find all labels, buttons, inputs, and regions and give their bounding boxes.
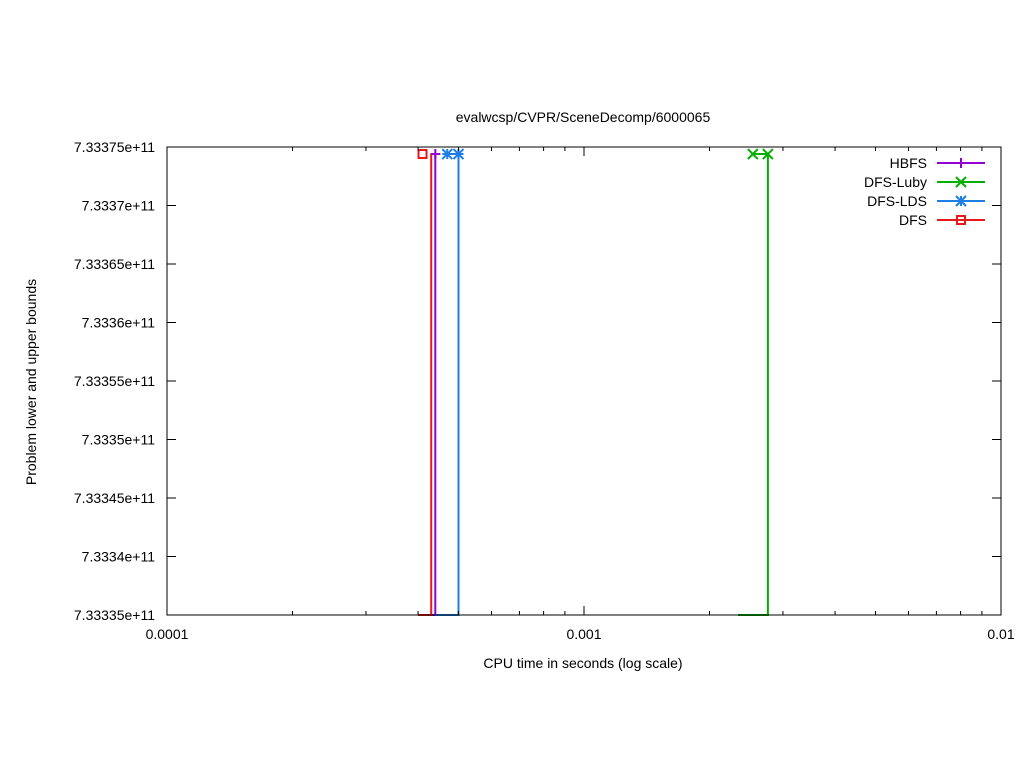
series-line [738, 154, 769, 616]
legend-entry: DFS-LDS [867, 193, 985, 209]
data-point-stroke [762, 148, 774, 160]
y-axis-label: Problem lower and upper bounds [23, 279, 39, 485]
data-point [417, 149, 428, 160]
series-line [435, 154, 460, 616]
series-dfs-lds [435, 148, 465, 616]
y-tick-label: 7.33365e+11 [74, 256, 155, 272]
x-tick-label: 0.001 [566, 626, 601, 642]
legend-marker-stroke [956, 215, 966, 225]
legend-entry: DFS-Luby [864, 174, 985, 190]
y-tick-label: 7.3334e+11 [82, 549, 156, 565]
series-dfs-luby [738, 148, 774, 616]
y-tick-label: 7.33335e+11 [74, 607, 155, 623]
y-tick-label: 7.3335e+11 [82, 432, 156, 448]
chart-title: evalwcsp/CVPR/SceneDecomp/6000065 [456, 109, 711, 125]
legend-marker [955, 195, 967, 207]
y-tick-label: 7.33355e+11 [74, 373, 155, 389]
data-point [747, 148, 759, 160]
axes: 7.33335e+11 7.3334e+11 7.33345e+11 7.3335e+… [74, 139, 1015, 642]
y-tick-label: 7.33345e+11 [74, 490, 155, 506]
series-line [418, 154, 433, 616]
legend-label: DFS-LDS [867, 193, 927, 209]
plot-area [417, 148, 774, 616]
legend-marker-stroke [955, 176, 967, 188]
legend-marker [956, 158, 966, 168]
legend-entry: HBFS [890, 155, 985, 171]
y-tick-label: 7.3336e+11 [82, 315, 156, 331]
data-point [762, 148, 774, 160]
y-tick-label: 7.33375e+11 [74, 139, 155, 155]
series-dfs [417, 149, 433, 616]
legend-entry: DFS [899, 212, 985, 228]
legend: HBFS DFS-Luby DFS-LDS DFS [864, 155, 985, 228]
y-tick-label: 7.3337e+11 [82, 198, 156, 214]
legend-marker [956, 215, 966, 225]
plot-frame [166, 146, 1002, 616]
data-point-stroke [417, 149, 428, 160]
legend-label: DFS [899, 212, 927, 228]
x-tick-label: 0.0001 [146, 626, 189, 642]
legend-marker [955, 176, 967, 188]
data-point [441, 148, 453, 160]
x-axis-label: CPU time in seconds (log scale) [483, 655, 682, 671]
x-tick-label: 0.01 [987, 626, 1014, 642]
legend-label: HBFS [890, 155, 927, 171]
data-point-stroke [747, 148, 759, 160]
legend-label: DFS-Luby [864, 174, 927, 190]
